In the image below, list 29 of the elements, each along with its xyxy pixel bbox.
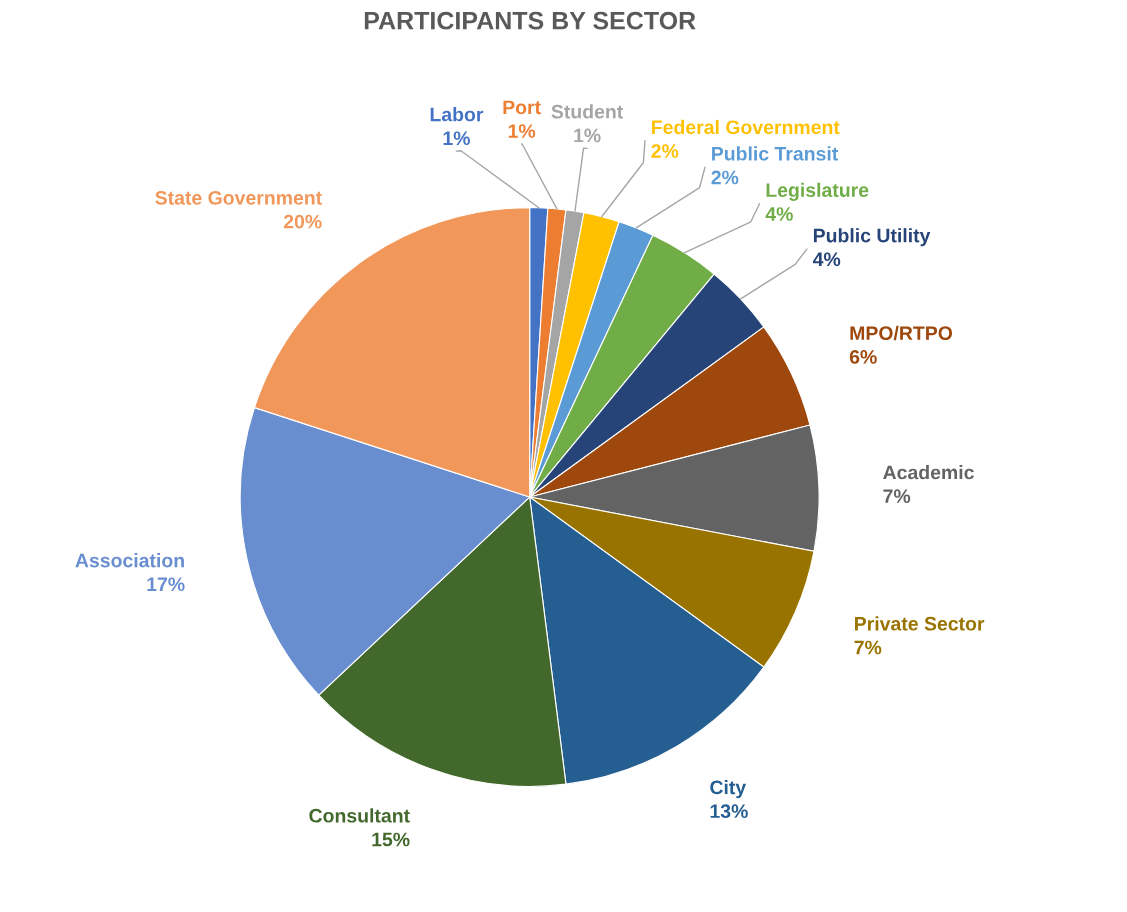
data-label: 7% [854,640,882,655]
slice-label: Public Utility [813,228,931,247]
data-label: 1% [508,124,536,138]
data-label: 4% [812,252,841,267]
slice-label: Federal Government [652,119,840,135]
data-label: 13% [710,804,748,819]
slice-label: Association [75,553,184,568]
chart-title: PARTICIPANTS BY SECTOR [364,11,696,30]
slice-label: Legislature [766,182,869,201]
slice-label: Labor [430,107,484,122]
slice-label: Student [551,104,624,119]
data-label: 1% [443,131,470,146]
data-label: 2% [651,144,679,158]
data-label: 15% [372,832,410,847]
data-label: 7% [883,489,911,504]
slice-label: MPO/RTPO [850,325,953,341]
data-label: 4% [765,207,793,221]
data-label: 20% [283,214,322,229]
data-label: 1% [574,128,601,143]
slice-label: Private Sector [855,616,985,631]
slice-label: Port [503,100,541,115]
slice-label: Academic [883,465,974,480]
data-label: 6% [849,350,877,364]
data-label: 2% [711,170,739,185]
data-label: 17% [147,577,185,592]
slice-label: Public Transit [712,146,839,161]
slice-label: Consultant [309,808,410,823]
slice-label: City [710,780,747,799]
slice-label: State Government [155,190,322,205]
